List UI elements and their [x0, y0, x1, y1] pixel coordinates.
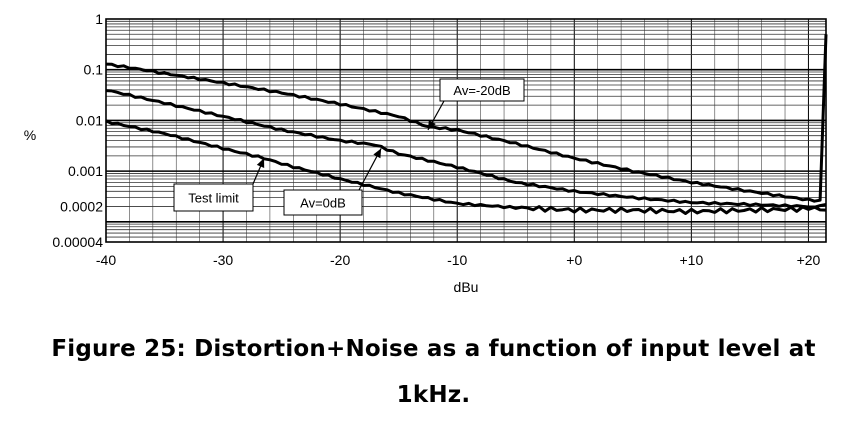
y-tick-label: 0.001	[68, 163, 103, 179]
x-tick-label: -30	[213, 252, 233, 268]
series-line	[105, 89, 827, 212]
y-tick-label: 0.01	[76, 112, 103, 128]
y-tick-label: 0.00004	[52, 234, 103, 250]
annotation-label: Test limit	[188, 191, 239, 206]
annotation-box	[283, 189, 363, 216]
annotations: Av=-20dB Av=0dB Test limit	[173, 78, 525, 216]
annotation-label: Av=0dB	[300, 196, 346, 211]
annotation-box	[173, 183, 254, 212]
grid-lines	[105, 19, 826, 243]
annotation-label: Av=-20dB	[453, 83, 510, 98]
x-tick-label: -40	[96, 252, 116, 268]
y-tick-labels: 1 0.1 0.01 0.001 0.0002 0.00004	[52, 11, 103, 250]
x-tick-label: -20	[330, 252, 350, 268]
y-axis-label: %	[24, 127, 36, 143]
series-lines	[105, 34, 828, 215]
y-tick-label: 1	[95, 11, 103, 27]
plot-frame	[105, 18, 827, 243]
x-tick-labels: -40 -30 -20 -10 +0 +10 +20	[96, 252, 821, 268]
annotation-arrowhead	[427, 120, 436, 130]
y-tick-label: 0.0002	[60, 199, 103, 215]
x-tick-label: -10	[447, 252, 467, 268]
series-line	[105, 119, 827, 215]
x-tick-label: +0	[566, 252, 582, 268]
figure-caption-line-2: 1kHz.	[396, 382, 471, 408]
x-tick-label: +10	[679, 252, 703, 268]
figure-caption-line-1: Figure 25: Distortion+Noise as a functio…	[51, 336, 816, 362]
x-axis-label: dBu	[454, 279, 479, 295]
annotation-arrowhead	[373, 148, 382, 159]
annotation-box	[439, 78, 525, 102]
series-line	[105, 34, 828, 203]
x-tick-label: +20	[797, 252, 821, 268]
y-tick-label: 0.1	[84, 62, 104, 78]
annotation-arrowhead	[256, 158, 265, 169]
distortion-noise-chart: 1 0.1 0.01 0.001 0.0002 0.00004 -40 -30 -20 -10 +…	[24, 11, 828, 295]
